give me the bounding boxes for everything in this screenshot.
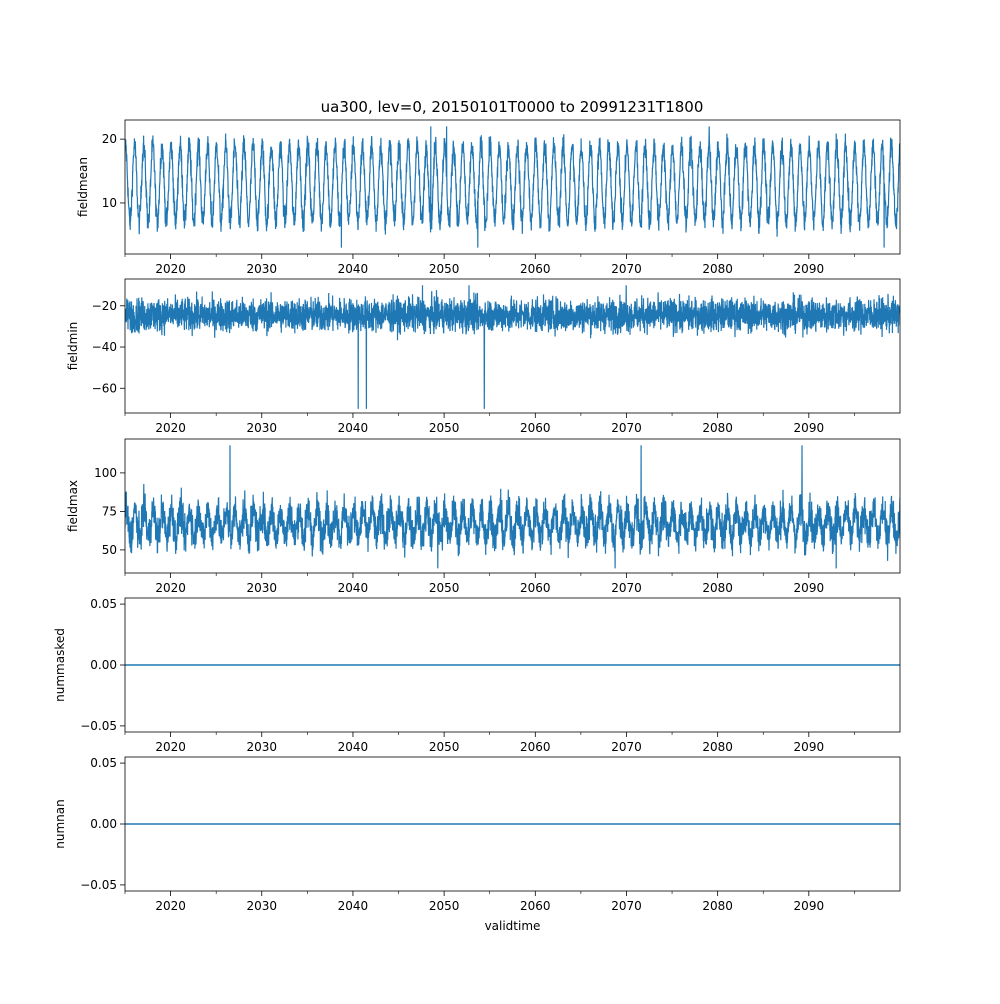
axes-frame — [124, 278, 901, 414]
x-tick-label-2020: 2020 — [155, 740, 186, 754]
y-tick-label: −0.05 — [80, 719, 117, 733]
x-tick-label-2060: 2060 — [520, 740, 551, 754]
x-tick-label-2090: 2090 — [794, 899, 825, 913]
x-tick-label-2060: 2060 — [520, 262, 551, 276]
x-tick-label-2060: 2060 — [520, 581, 551, 595]
x-tick-label-2080: 2080 — [702, 581, 733, 595]
x-tick-label-2070: 2070 — [611, 262, 642, 276]
x-tick-label-2020: 2020 — [155, 421, 186, 435]
figure-title: ua300, lev=0, 20150101T0000 to 20991231T… — [321, 98, 704, 116]
y-axis-label-fieldmin: fieldmin — [66, 322, 80, 371]
x-tick-label-2070: 2070 — [611, 899, 642, 913]
x-tick-label-2020: 2020 — [155, 899, 186, 913]
y-tick-label: 75 — [102, 504, 117, 518]
x-tick-label-2040: 2040 — [338, 899, 369, 913]
x-tick-label-2030: 2030 — [246, 899, 277, 913]
y-tick-label: 0.00 — [90, 658, 117, 672]
x-tick-label-2060: 2060 — [520, 421, 551, 435]
x-tick-label-2050: 2050 — [429, 581, 460, 595]
x-tick-label-2050: 2050 — [429, 899, 460, 913]
y-tick-label: 0.05 — [90, 597, 117, 611]
x-tick-label-2030: 2030 — [246, 740, 277, 754]
y-axis-label-fieldmax: fieldmax — [66, 480, 80, 532]
x-tick-label-2070: 2070 — [611, 740, 642, 754]
subplot-fieldmean: 2020 2030 2040 2050 2060 2070 2080 2090 10 20 fiel… — [76, 119, 901, 276]
y-axis-label-fieldmean: fieldmean — [76, 157, 90, 217]
x-tick-label-2090: 2090 — [794, 740, 825, 754]
x-tick-label-2050: 2050 — [429, 421, 460, 435]
x-tick-label-2080: 2080 — [702, 262, 733, 276]
series-line-fieldmin — [125, 285, 900, 409]
y-tick-label: 50 — [102, 543, 117, 557]
x-tick-label-2030: 2030 — [246, 421, 277, 435]
x-tick-label-2050: 2050 — [429, 262, 460, 276]
x-tick-label-2090: 2090 — [794, 581, 825, 595]
x-tick-label-2080: 2080 — [702, 421, 733, 435]
axes-frame — [124, 119, 901, 255]
x-tick-label-2040: 2040 — [338, 262, 369, 276]
subplot-nummasked: 2020 2030 2040 2050 2060 2070 2080 2090 −0.05 0.0… — [53, 597, 901, 754]
x-axis-label: validtime — [485, 919, 541, 933]
x-tick-label-2060: 2060 — [520, 899, 551, 913]
y-tick-label: 0.00 — [90, 817, 117, 831]
series-line-fieldmean — [125, 126, 900, 248]
x-tick-label-2070: 2070 — [611, 581, 642, 595]
x-tick-label-2020: 2020 — [155, 262, 186, 276]
x-tick-label-2030: 2030 — [246, 581, 277, 595]
y-tick-label: 20 — [102, 132, 117, 146]
y-tick-label: 0.05 — [90, 756, 117, 770]
subplot-fieldmax: 2020 2030 2040 2050 2060 2070 2080 2090 50 75 100 f… — [66, 438, 901, 595]
subplot-fieldmin: 2020 2030 2040 2050 2060 2070 2080 2090 −60 −40 −2… — [66, 278, 901, 435]
x-tick-label-2080: 2080 — [702, 740, 733, 754]
x-tick-label-2090: 2090 — [794, 262, 825, 276]
y-tick-label: −40 — [92, 340, 117, 354]
x-tick-label-2050: 2050 — [429, 740, 460, 754]
x-tick-label-2040: 2040 — [338, 421, 369, 435]
x-tick-label-2020: 2020 — [155, 581, 186, 595]
y-tick-label: −20 — [92, 299, 117, 313]
subplot-numnan: 2020 2030 2040 2050 2060 2070 2080 2090 −0.05 0.0… — [53, 756, 901, 933]
y-tick-label: 10 — [102, 196, 117, 210]
y-axis-label-nummasked: nummasked — [53, 628, 67, 702]
y-axis-label-numnan: numnan — [53, 799, 67, 848]
x-tick-label-2090: 2090 — [794, 421, 825, 435]
x-tick-label-2080: 2080 — [702, 899, 733, 913]
axes-frame — [124, 438, 901, 574]
y-tick-label: −0.05 — [80, 878, 117, 892]
x-tick-label-2030: 2030 — [246, 262, 277, 276]
y-tick-label: −60 — [92, 381, 117, 395]
subplots: 2020 2030 2040 2050 2060 2070 2080 2090 10 20 fiel… — [53, 119, 901, 933]
x-tick-label-2040: 2040 — [338, 740, 369, 754]
series-line-fieldmax — [125, 445, 900, 569]
x-tick-label-2070: 2070 — [611, 421, 642, 435]
y-tick-label: 100 — [94, 466, 117, 480]
x-tick-label-2040: 2040 — [338, 581, 369, 595]
